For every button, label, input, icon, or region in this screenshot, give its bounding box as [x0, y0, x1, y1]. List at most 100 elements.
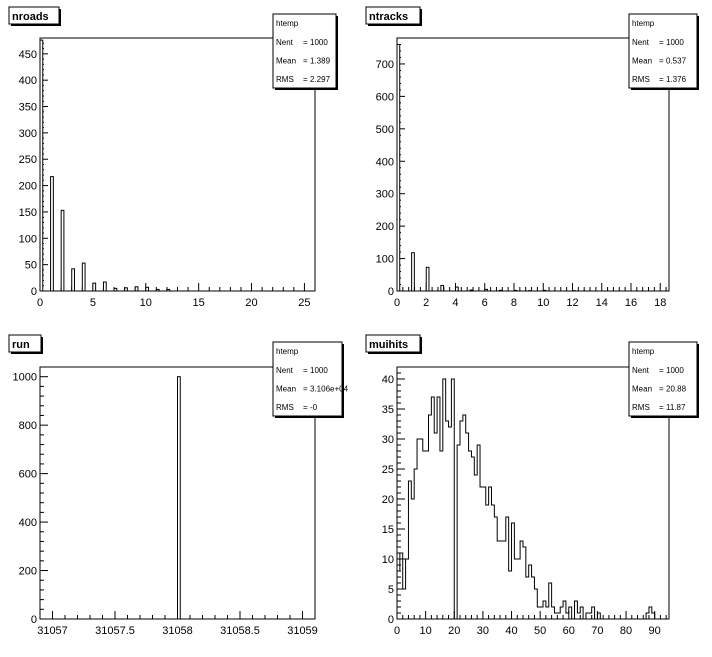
histogram-title: run [12, 339, 30, 351]
stats-mean-label: Mean [276, 385, 296, 394]
stats-box [628, 13, 698, 89]
x-tick-label: 31058 [162, 625, 193, 637]
stats-mean-value: 3.106e+04 [310, 385, 349, 394]
plot-frame [396, 366, 670, 620]
x-tick-label: 0 [394, 297, 400, 309]
histogram-bar [92, 282, 97, 292]
histogram-bar [39, 39, 44, 292]
y-tick-label: 30 [382, 434, 394, 446]
stats-equals: = [659, 75, 664, 84]
y-tick-label: 10 [382, 554, 394, 566]
y-tick-label: 150 [19, 207, 37, 219]
y-tick-label: 300 [19, 128, 37, 140]
histogram-bar [498, 289, 503, 292]
y-tick-label: 200 [376, 221, 394, 233]
stats-name: htemp [276, 19, 299, 28]
stats-mean-label: Mean [632, 385, 652, 394]
stats-equals: = [303, 366, 308, 375]
stats-name: htemp [632, 19, 655, 28]
y-tick-label: 200 [19, 566, 37, 578]
histogram-bar [484, 288, 488, 292]
y-tick-label: 35 [382, 404, 394, 416]
title-box [365, 6, 421, 25]
histogram-bar [145, 286, 150, 292]
x-tick-label: 6 [482, 297, 488, 309]
x-tick-label: 2 [423, 297, 429, 309]
x-tick-label: 4 [452, 297, 458, 309]
x-tick-label: 80 [620, 625, 632, 637]
y-tick-label: 100 [19, 233, 37, 245]
y-tick-label: 400 [19, 517, 37, 529]
stats-rms-label: RMS [276, 403, 294, 412]
y-tick-label: 40 [382, 374, 394, 386]
stats-rms-label: RMS [276, 75, 294, 84]
y-tick-label: 450 [19, 49, 37, 61]
histogram-bar [166, 288, 171, 292]
stats-equals: = [659, 38, 664, 47]
stats-name: htemp [632, 347, 655, 356]
x-tick-label: 14 [596, 297, 608, 309]
stats-equals: = [659, 403, 664, 412]
y-tick-label: 800 [19, 420, 37, 432]
stats-box [272, 13, 337, 89]
histogram-bar [102, 281, 107, 292]
x-tick-label: 40 [505, 625, 517, 637]
histogram-bar [513, 289, 518, 292]
stats-nent-value: 1000 [666, 38, 684, 47]
stats-equals: = [303, 385, 308, 394]
x-tick-label: 50 [534, 625, 546, 637]
y-tick-label: 250 [19, 154, 37, 166]
stats-rms-label: RMS [632, 403, 650, 412]
x-tick-label: 31057 [37, 625, 68, 637]
histogram-bar [177, 376, 181, 620]
y-tick-label: 600 [19, 469, 37, 481]
stats-name: htemp [276, 347, 299, 356]
x-tick-label: 30 [477, 625, 489, 637]
histogram-title: nroads [12, 11, 49, 23]
y-tick-label: 400 [19, 75, 37, 87]
histogram-bar [454, 286, 459, 292]
histogram-title: ntracks [369, 11, 408, 23]
y-tick-label: 0 [31, 286, 37, 298]
stats-nent-label: Nent [632, 366, 650, 375]
histogram-bar [411, 252, 415, 292]
histogram-bar [113, 287, 118, 292]
x-tick-label: 12 [566, 297, 578, 309]
y-tick-label: 15 [382, 524, 394, 536]
stats-mean-value: 20.88 [666, 385, 687, 394]
x-tick-label: 10 [140, 297, 152, 309]
x-tick-label: 8 [511, 297, 517, 309]
y-tick-label: 0 [31, 614, 37, 626]
y-tick-label: 350 [19, 102, 37, 114]
x-tick-label: 60 [563, 625, 575, 637]
y-tick-label: 300 [376, 189, 394, 201]
stats-rms-value: 11.87 [666, 403, 686, 412]
x-tick-label: 16 [625, 297, 637, 309]
histogram-bar [60, 209, 65, 292]
stats-mean-value: 1.389 [310, 57, 331, 66]
stats-nent-value: 1000 [310, 38, 328, 47]
stats-equals: = [303, 57, 308, 66]
x-tick-label: 0 [394, 625, 400, 637]
x-tick-label: 0 [37, 297, 43, 309]
histogram-bar [50, 176, 54, 292]
histogram-bar [469, 289, 474, 292]
y-tick-label: 50 [25, 260, 37, 272]
plot-frame [396, 37, 670, 292]
histogram-bar [81, 262, 86, 292]
stats-mean-label: Mean [276, 57, 296, 66]
stats-equals: = [303, 403, 308, 412]
stats-rms-value: 2.297 [310, 75, 331, 84]
stats-nent-label: Nent [276, 366, 294, 375]
x-tick-label: 31059 [287, 625, 318, 637]
x-tick-label: 5 [90, 297, 96, 309]
y-tick-label: 100 [376, 254, 394, 266]
x-tick-label: 20 [448, 625, 460, 637]
x-tick-label: 15 [193, 297, 205, 309]
histogram-bar [134, 286, 139, 292]
y-tick-label: 400 [376, 156, 394, 168]
y-tick-label: 0 [388, 286, 394, 298]
y-tick-label: 20 [382, 494, 394, 506]
histogram-bar [71, 268, 75, 292]
histogram-title: muihits [369, 339, 408, 351]
